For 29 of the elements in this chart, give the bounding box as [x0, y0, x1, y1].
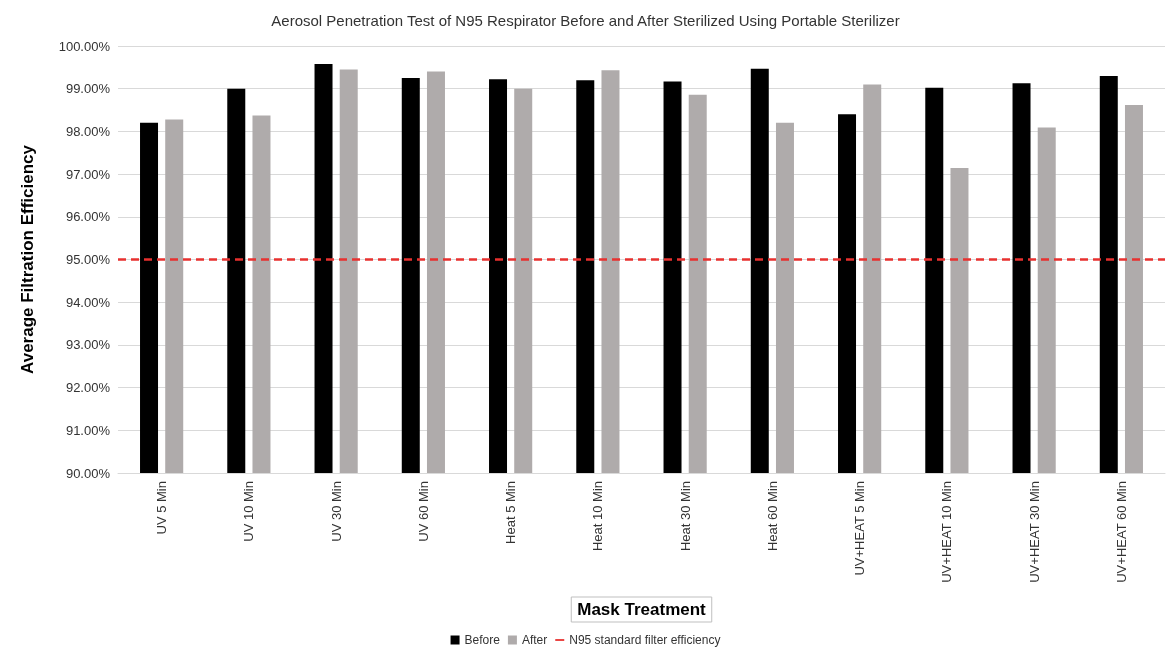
legend-label: Before	[464, 633, 501, 647]
x-tick-label: UV+HEAT 10 Min	[939, 481, 955, 583]
y-tick-label: 91.00%	[65, 422, 111, 438]
y-tick-label: 97.00%	[65, 166, 111, 182]
y-tick-label: 95.00%	[65, 252, 111, 267]
x-tick-label: UV 10 Min	[241, 481, 257, 542]
y-tick-label: 98.00%	[65, 123, 111, 139]
y-tick-label: 99.00%	[65, 81, 111, 97]
y-tick-label: 100.00%	[58, 38, 111, 54]
x-tick-label: Heat 30 Min	[677, 481, 693, 552]
x-tick-label: UV 30 Min	[328, 481, 344, 542]
x-tick-label: Heat 60 Min	[764, 481, 780, 552]
x-tick-label: UV+HEAT 30 Min	[1026, 481, 1042, 583]
chart-title: Aerosol Penetration Test of N95 Respirator Before and After Sterilized Using Portable Sterilizer	[271, 12, 900, 29]
x-tick-label: UV+HEAT 60 Min	[1113, 481, 1129, 583]
y-tick-label: 92.00%	[65, 380, 111, 396]
y-tick-label: 96.00%	[65, 209, 111, 225]
legend-label: After	[521, 633, 548, 647]
x-tick-label: UV 60 Min	[415, 481, 431, 542]
y-tick-label: 94.00%	[65, 294, 111, 310]
y-tick-label: 90.00%	[65, 465, 111, 481]
x-axis-title: Mask Treatment	[577, 600, 707, 619]
legend-label: N95 standard filter efficiency	[569, 633, 721, 647]
y-tick-label: 93.00%	[65, 337, 111, 353]
y-axis-title: Average Filtration Efficiency	[18, 144, 37, 374]
x-tick-label: UV 5 Min	[154, 481, 170, 535]
x-tick-label: Heat 5 Min	[503, 481, 519, 544]
x-tick-label: UV+HEAT 5 Min	[852, 481, 868, 576]
x-tick-label: Heat 10 Min	[590, 481, 606, 552]
